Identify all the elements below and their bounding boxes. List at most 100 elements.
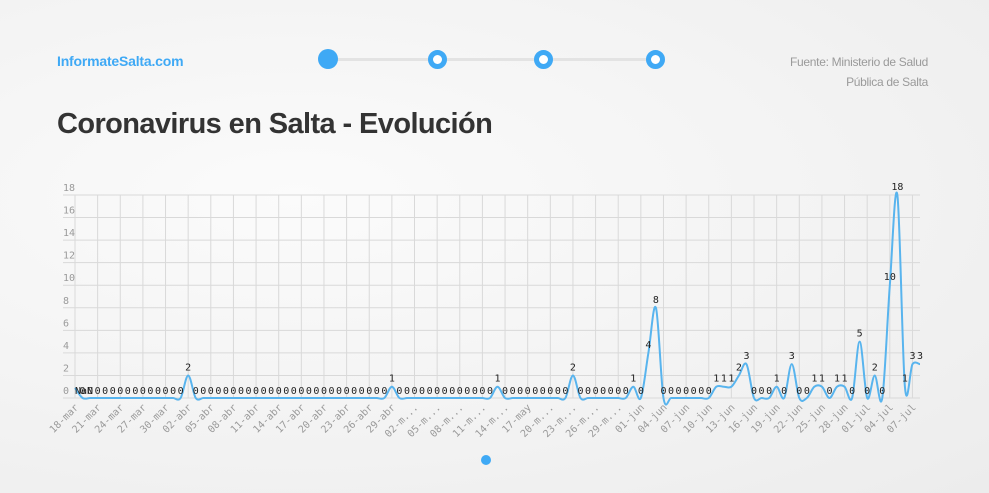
- data-label: 0: [246, 386, 252, 397]
- data-label: 0: [781, 386, 787, 397]
- data-label: 0: [457, 386, 463, 397]
- data-label: 0: [623, 386, 629, 397]
- data-label: 0: [238, 386, 244, 397]
- data-label: 0: [532, 386, 538, 397]
- data-label: 1: [630, 374, 636, 385]
- data-label: 0: [351, 386, 357, 397]
- data-label: 0: [547, 386, 553, 397]
- data-label: 0: [140, 386, 146, 397]
- data-label: 0: [593, 386, 599, 397]
- data-label: 1: [819, 374, 825, 385]
- data-label: 0: [434, 386, 440, 397]
- data-label: 5: [857, 329, 863, 340]
- data-label: 0: [170, 386, 176, 397]
- data-label: 0: [359, 386, 365, 397]
- data-label: 0: [261, 386, 267, 397]
- data-label: 0: [540, 386, 546, 397]
- data-label: 0: [102, 386, 108, 397]
- data-label: 4: [645, 340, 651, 351]
- data-label: 1: [774, 374, 780, 385]
- data-label: 0: [313, 386, 319, 397]
- data-label: 0: [796, 386, 802, 397]
- data-label: 0: [298, 386, 304, 397]
- data-label: 0: [427, 386, 433, 397]
- data-label: 1: [811, 374, 817, 385]
- data-label: 0: [329, 386, 335, 397]
- data-label: 0: [125, 386, 131, 397]
- data-label: 0: [600, 386, 606, 397]
- data-label: 0: [525, 386, 531, 397]
- data-label: 0: [638, 386, 644, 397]
- data-label: 0: [449, 386, 455, 397]
- data-label: 0: [276, 386, 282, 397]
- data-label: 2: [872, 362, 878, 373]
- data-label: 0: [268, 386, 274, 397]
- data-label: 1: [728, 374, 734, 385]
- data-label: 0: [215, 386, 221, 397]
- step-3-button[interactable]: [534, 50, 553, 69]
- data-label: 0: [804, 386, 810, 397]
- y-tick-label: 2: [63, 363, 69, 374]
- data-label: 0: [585, 386, 591, 397]
- data-label: 0: [464, 386, 470, 397]
- step-1-button[interactable]: [318, 49, 338, 69]
- step-2-button[interactable]: [428, 50, 447, 69]
- source-line-2: Pública de Salta: [846, 75, 928, 89]
- data-label: 0: [230, 386, 236, 397]
- data-label: 0: [479, 386, 485, 397]
- data-label: 8: [653, 295, 659, 306]
- y-tick-label: 0: [63, 386, 69, 397]
- data-label: 0: [577, 386, 583, 397]
- data-label: 1: [834, 374, 840, 385]
- data-label: 2: [736, 362, 742, 373]
- page-title: Coronavirus en Salta - Evolución: [57, 108, 493, 140]
- data-label: 0: [864, 386, 870, 397]
- data-label: 0: [291, 386, 297, 397]
- data-label: 0: [193, 386, 199, 397]
- data-label: 0: [147, 386, 153, 397]
- source-note: Fuente: Ministerio de Salud Pública de S…: [790, 52, 928, 92]
- data-label: NaN: [75, 386, 93, 397]
- y-tick-label: 6: [63, 318, 69, 329]
- data-label: 0: [374, 386, 380, 397]
- pager-dot-1[interactable]: [481, 455, 491, 465]
- data-label: 0: [472, 386, 478, 397]
- data-label: 0: [95, 386, 101, 397]
- data-label: 1: [389, 374, 395, 385]
- data-label: 1: [721, 374, 727, 385]
- data-label: 3: [909, 351, 915, 362]
- step-progress: [318, 49, 666, 69]
- data-label: 0: [608, 386, 614, 397]
- y-tick-label: 16: [63, 206, 75, 217]
- data-label: 10: [884, 272, 896, 283]
- data-label: 0: [562, 386, 568, 397]
- y-tick-label: 4: [63, 341, 69, 352]
- data-label: 3: [743, 351, 749, 362]
- data-label: 0: [404, 386, 410, 397]
- data-label: 0: [283, 386, 289, 397]
- data-label: 0: [698, 386, 704, 397]
- step-4-button[interactable]: [646, 50, 665, 69]
- data-label: 2: [185, 362, 191, 373]
- data-label: 0: [253, 386, 259, 397]
- data-label: 0: [879, 386, 885, 397]
- data-label: 0: [615, 386, 621, 397]
- series-line: [74, 191, 921, 406]
- data-label: 0: [487, 386, 493, 397]
- data-label: 0: [80, 386, 86, 397]
- data-label: 0: [676, 386, 682, 397]
- data-label: 0: [381, 386, 387, 397]
- data-label: 1: [713, 374, 719, 385]
- data-label: 0: [306, 386, 312, 397]
- data-label: 0: [366, 386, 372, 397]
- data-label: 0: [178, 386, 184, 397]
- data-label: 0: [706, 386, 712, 397]
- y-tick-label: 14: [63, 228, 75, 239]
- data-label: 0: [826, 386, 832, 397]
- data-label: 0: [668, 386, 674, 397]
- brand-link[interactable]: InformateSalta.com: [57, 53, 184, 69]
- data-label: 0: [660, 386, 666, 397]
- data-label: 0: [683, 386, 689, 397]
- data-label: 0: [849, 386, 855, 397]
